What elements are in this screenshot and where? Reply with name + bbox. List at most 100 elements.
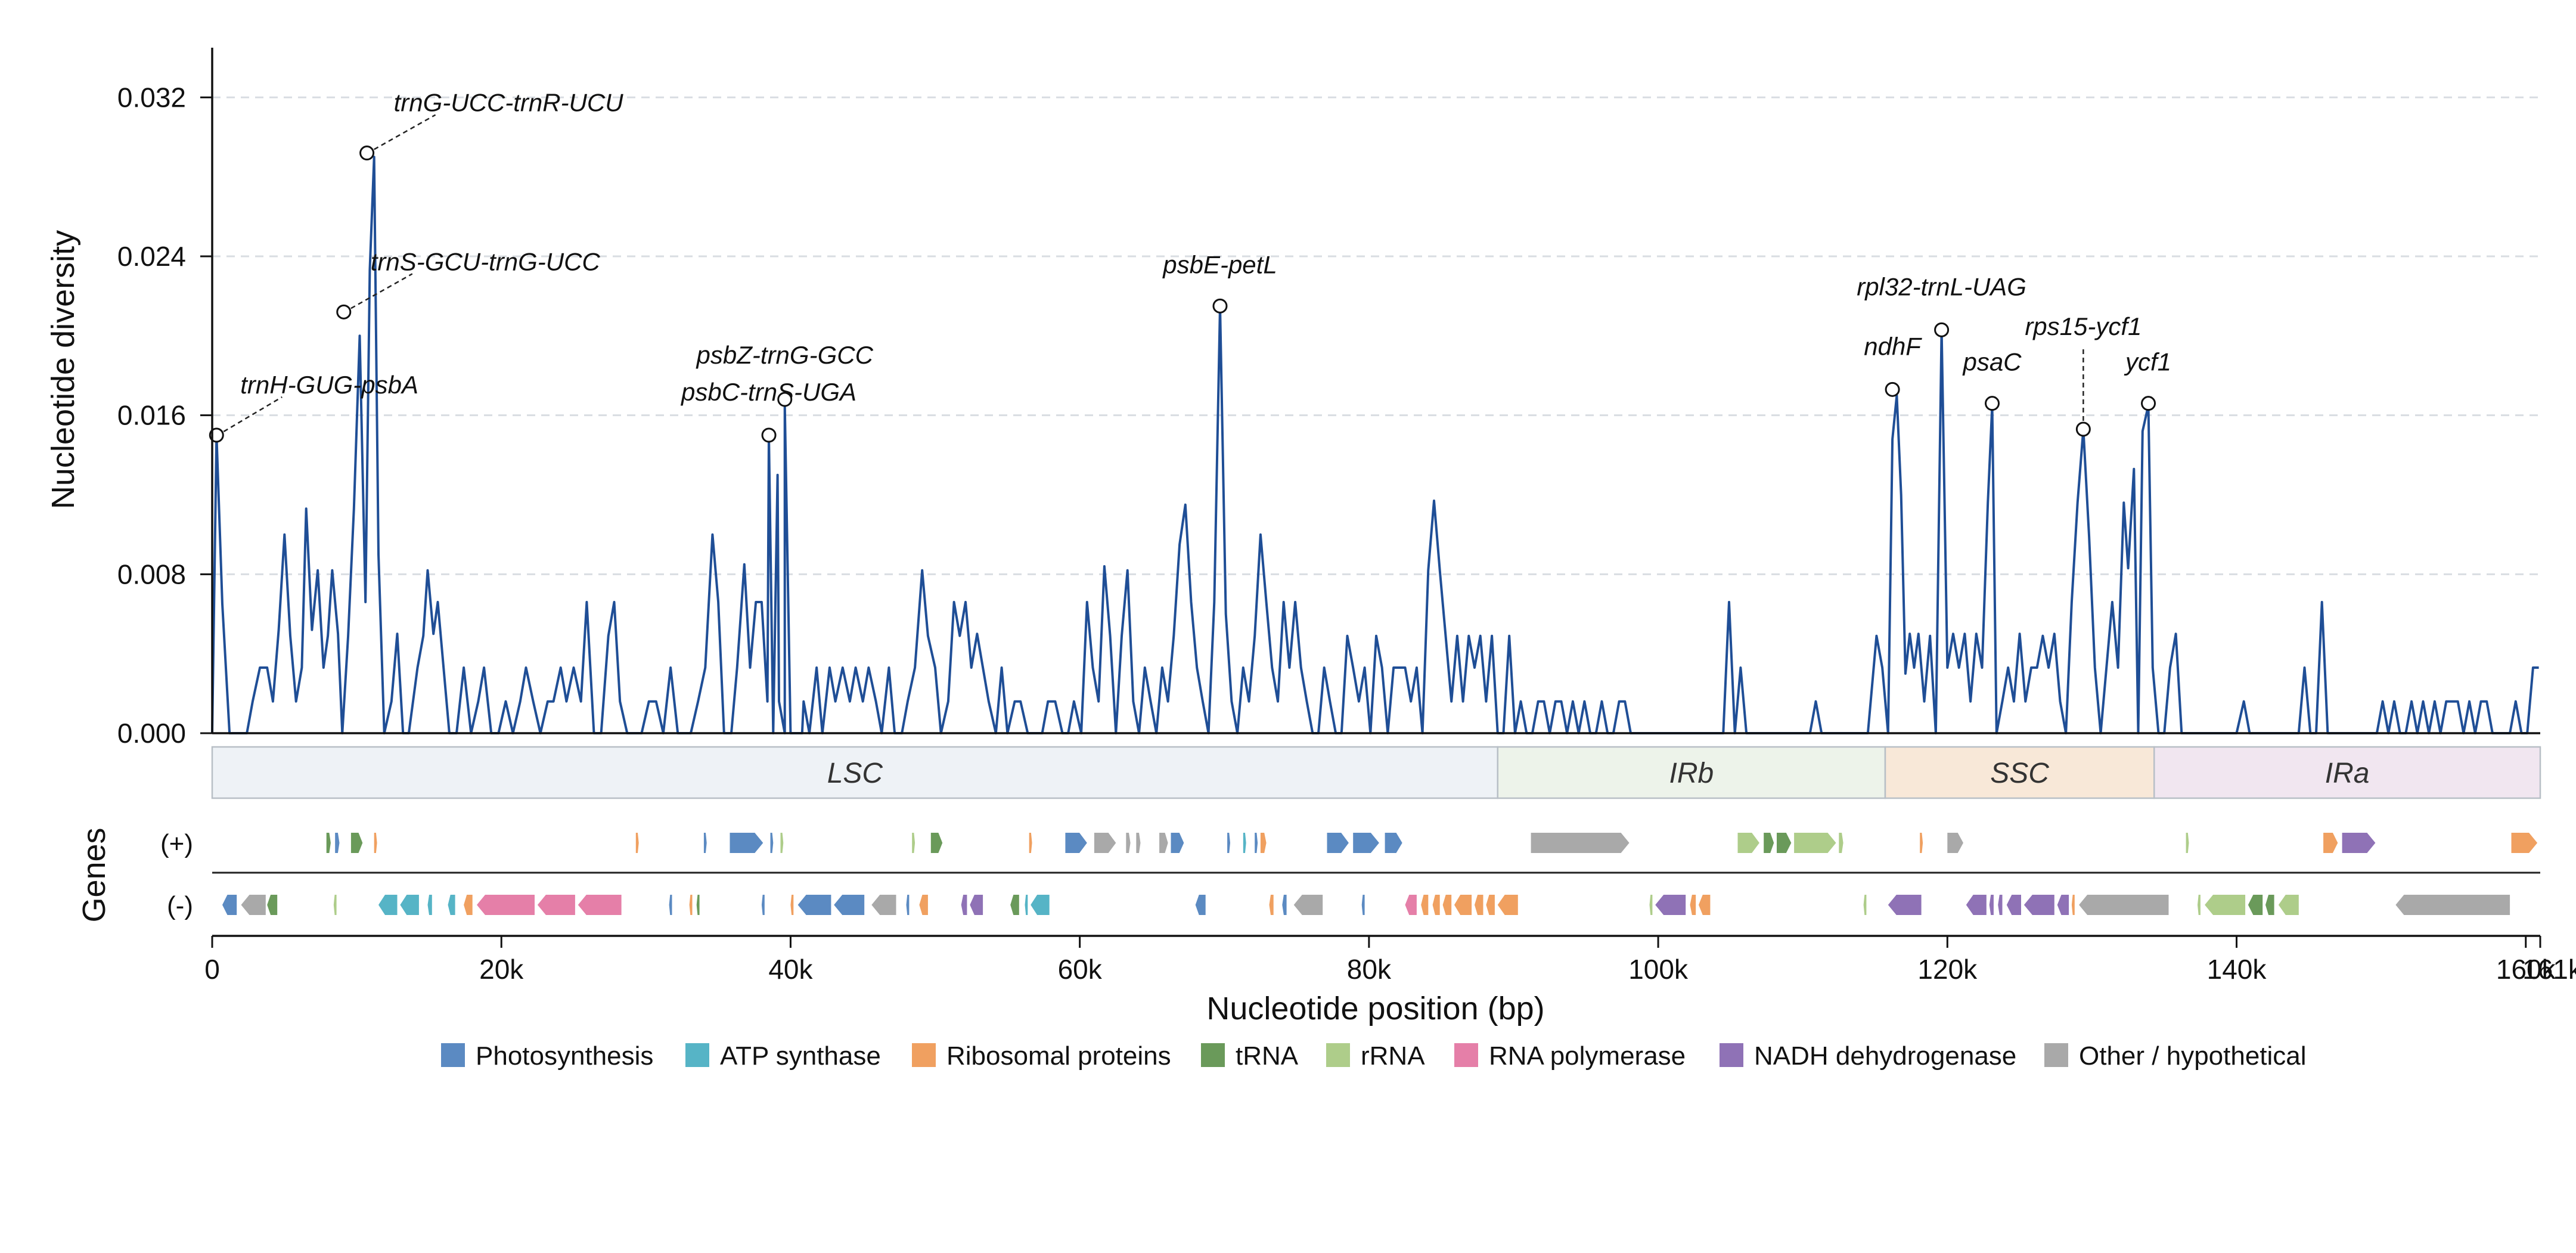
- gene-arrow: [1989, 895, 1994, 915]
- peak-label: psbE-petL: [1162, 250, 1277, 278]
- gene-arrow: [669, 895, 672, 915]
- x-tick-label: 120k: [1917, 954, 1978, 985]
- gene-arrow: [961, 895, 967, 915]
- gene-arrow: [2265, 895, 2274, 915]
- gene-arrow: [1136, 833, 1141, 853]
- legend-swatch: [1454, 1043, 1478, 1067]
- gene-arrow: [2511, 833, 2538, 853]
- annotation-leader: [223, 396, 283, 433]
- x-tick-label: 60k: [1058, 954, 1103, 985]
- gene-arrow: [1361, 895, 1365, 915]
- gene-arrow: [1888, 895, 1922, 915]
- gene-arrow: [1255, 833, 1258, 853]
- gene-arrow: [1699, 895, 1711, 915]
- gene-arrow: [2023, 895, 2054, 915]
- gene-arrow: [537, 895, 575, 915]
- gene-track: [212, 833, 2540, 915]
- y-tick-label: 0.032: [117, 82, 186, 113]
- gene-arrow: [222, 895, 237, 915]
- peak-marker: [1885, 382, 1900, 397]
- gene-arrow: [1454, 895, 1472, 915]
- gene-arrow: [1031, 895, 1050, 915]
- legend-label: Ribosomal proteins: [946, 1041, 1171, 1071]
- gene-arrow: [2205, 895, 2246, 915]
- gene-arrow: [477, 895, 535, 915]
- x-tick-label: 20k: [479, 954, 524, 985]
- gene-arrow: [1737, 833, 1759, 853]
- gene-arrow: [1195, 895, 1206, 915]
- gene-arrow: [906, 895, 910, 915]
- gene-arrow: [1966, 895, 1987, 915]
- x-tick-label: 0: [204, 954, 220, 985]
- plus-strand-label: (+): [160, 829, 193, 858]
- gene-arrow: [427, 895, 432, 915]
- gene-arrow: [919, 895, 928, 915]
- region-ssc: [1884, 746, 2155, 799]
- diversity-series-line: [211, 156, 2539, 734]
- gene-arrow: [1405, 895, 1417, 915]
- gene-arrow: [1863, 895, 1867, 915]
- gene-arrow: [1432, 895, 1440, 915]
- gene-arrow: [1764, 833, 1774, 853]
- y-tick-label: 0.000: [117, 718, 186, 749]
- gene-arrow: [1655, 895, 1686, 915]
- gene-arrow: [834, 895, 865, 915]
- peak-marker: [1934, 322, 1950, 337]
- gene-arrow: [1353, 833, 1379, 853]
- gene-arrow: [2248, 895, 2263, 915]
- gene-arrow: [1094, 833, 1116, 853]
- region-label: SSC: [1990, 758, 2049, 789]
- minus-strand-label: (-): [167, 891, 193, 920]
- gene-arrow: [930, 833, 943, 853]
- peak-annotations: trnH-GUG-psbA trnS-GCU-trnG-UCC trnG-UCC-t…: [209, 89, 2171, 443]
- legend-label: Photosynthesis: [476, 1041, 653, 1071]
- legend-label: NADH dehydrogenase: [1754, 1041, 2016, 1071]
- peak-label: ycf1: [2124, 348, 2171, 376]
- gene-arrow: [1794, 833, 1836, 853]
- y-tick-label: 0.008: [117, 559, 186, 590]
- gene-arrow: [1947, 833, 1963, 853]
- gene-arrow: [1442, 895, 1452, 915]
- gene-arrow: [400, 895, 419, 915]
- gene-arrow: [1227, 833, 1230, 853]
- gene-arrow: [2323, 833, 2338, 853]
- gene-arrow: [1497, 895, 1518, 915]
- gene-arrow: [2342, 833, 2376, 853]
- gene-arrow: [1126, 833, 1131, 853]
- region-label: LSC: [827, 758, 883, 789]
- gene-arrow: [790, 895, 794, 915]
- peak-label: rpl32-trnL-UAG: [1857, 272, 2026, 300]
- diversity-series-path: [211, 156, 2539, 734]
- gene-arrow: [1010, 895, 1019, 915]
- peak-marker: [359, 145, 375, 161]
- peak-marker: [761, 427, 777, 443]
- peak-label: trnS-GCU-trnG-UCC: [371, 247, 601, 275]
- gene-arrow: [1243, 833, 1246, 853]
- gene-arrow: [1475, 895, 1483, 915]
- genome-region-band: LSC IRb SSC IRa: [211, 746, 2541, 799]
- x-axis-title: Nucleotide position (bp): [1206, 991, 1544, 1026]
- gene-category-legend: Photosynthesis ATP synthase Ribosomal prot…: [441, 1041, 2307, 1071]
- gene-arrow: [378, 895, 398, 915]
- gene-arrow: [1531, 833, 1630, 853]
- gene-arrow: [448, 895, 455, 915]
- y-tick-label: 0.016: [117, 400, 186, 431]
- genes-axis-title: Genes: [76, 827, 112, 922]
- legend-swatch: [1326, 1043, 1350, 1067]
- gene-arrow: [696, 895, 700, 915]
- gene-arrow: [2006, 895, 2021, 915]
- gene-arrow: [703, 833, 707, 853]
- gene-arrow: [970, 895, 983, 915]
- gene-arrow: [333, 895, 337, 915]
- legend-label: Other / hypothetical: [2079, 1041, 2307, 1071]
- gene-arrow: [761, 895, 765, 915]
- legend-label: rRNA: [1361, 1041, 1425, 1071]
- gene-arrow: [1839, 833, 1843, 853]
- gene-arrow: [1269, 895, 1274, 915]
- gene-arrow: [1029, 833, 1032, 853]
- x-tick-label: 80k: [1347, 954, 1392, 985]
- gene-arrow: [267, 895, 278, 915]
- region-label: IRa: [2325, 758, 2370, 789]
- region-ira: [2153, 746, 2541, 799]
